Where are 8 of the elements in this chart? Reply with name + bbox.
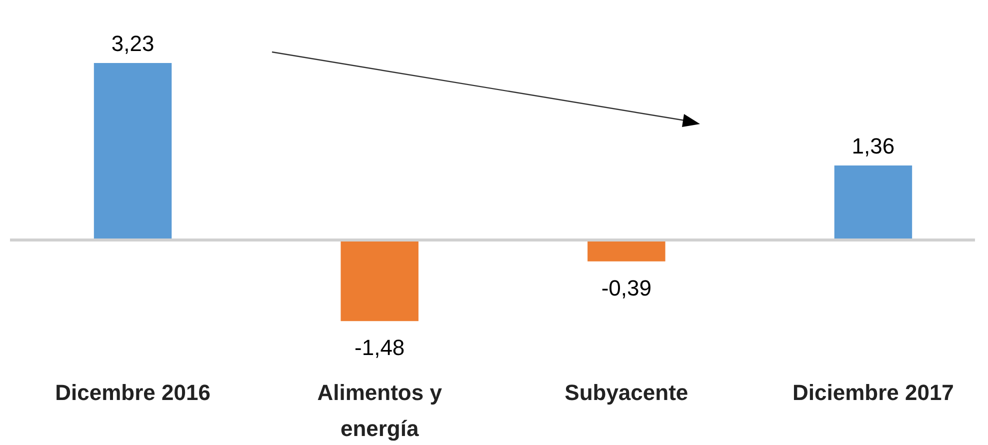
x-tick-label: Alimentos y energía bbox=[317, 380, 443, 441]
x-tick-label: Dicembre 2016 bbox=[55, 380, 210, 405]
data-label: -1,48 bbox=[354, 335, 405, 360]
data-label: 1,36 bbox=[852, 133, 895, 158]
data-label: -0,39 bbox=[601, 275, 652, 300]
data-label: 3,23 bbox=[111, 30, 154, 56]
x-tick-label: Diciembre 2017 bbox=[792, 380, 954, 405]
x-tick-label: Subyacente bbox=[564, 380, 688, 405]
